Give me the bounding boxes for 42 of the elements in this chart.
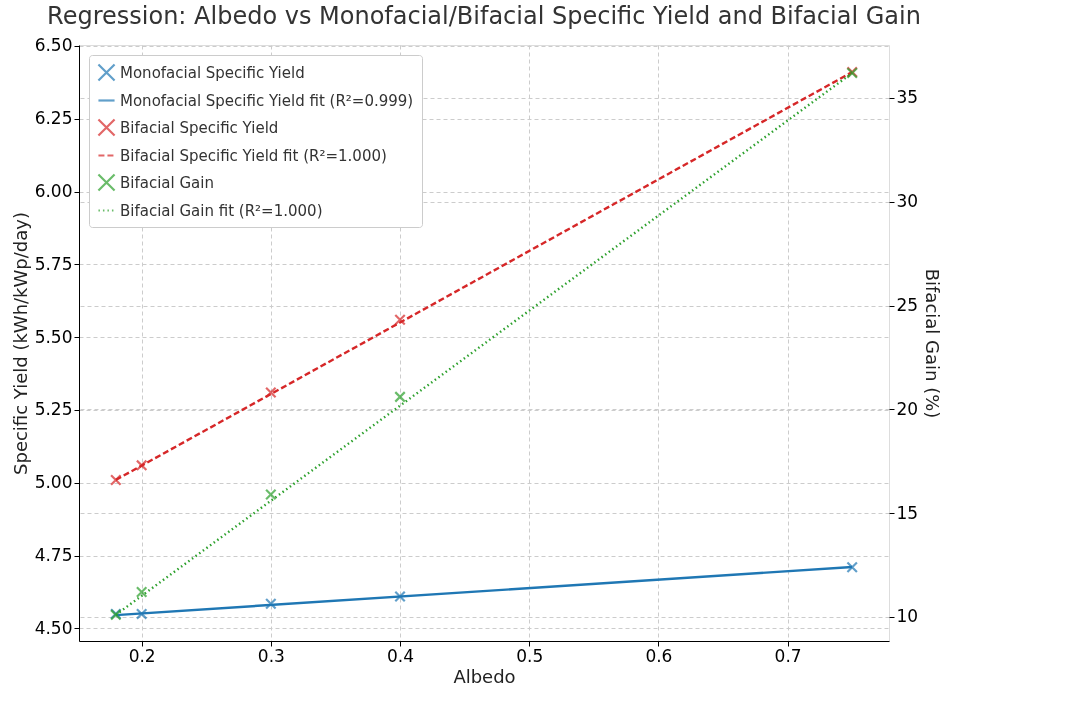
legend-label: Monofacial Specific Yield (120, 63, 305, 82)
point (846, 561, 859, 574)
point (109, 474, 122, 486)
point (265, 386, 277, 399)
legend-label: Bifacial Specific Yield (120, 118, 279, 137)
x-tick-label: 0.5 (516, 645, 544, 666)
legend-label: Monofacial Specific Yield fit (R²=0.999) (120, 91, 414, 110)
y-tick-label: 5.25 (34, 399, 73, 420)
point (394, 313, 406, 326)
x-axis-title: Albedo (453, 665, 516, 687)
y2-tick-label: 30 (896, 191, 919, 212)
y-axis-title: Specific Yield (kWh/kWp/day) (9, 212, 31, 475)
y2-tick-label: 15 (896, 502, 919, 523)
y-tick-label: 4.75 (34, 545, 73, 566)
y-tick-label: 5.75 (34, 253, 73, 274)
x-tick-label: 0.3 (257, 645, 285, 666)
y2-tick-label: 10 (896, 606, 919, 627)
legend-label: Bifacial Gain fit (R²=1.000) (120, 201, 323, 220)
point (394, 391, 406, 403)
point (135, 586, 148, 598)
point (265, 488, 277, 501)
y-tick-label: 5.00 (34, 472, 73, 493)
y-tick-label: 6.50 (34, 35, 73, 56)
y-tick-label: 6.00 (34, 181, 73, 202)
x-tick-label: 0.2 (128, 645, 156, 666)
x-tick-label: 0.6 (645, 645, 673, 666)
y-tick-label: 6.25 (34, 108, 73, 129)
y2-tick-label: 20 (896, 398, 919, 419)
y-tick-label: 4.50 (34, 617, 73, 638)
point (135, 608, 148, 620)
x-tick-label: 0.4 (387, 645, 415, 666)
y-tick-label: 5.50 (34, 326, 73, 347)
x-tick-label: 0.7 (774, 645, 802, 666)
y2-axis-title: Bifacial Gain (%) (922, 268, 944, 419)
y2-tick-label: 25 (896, 295, 919, 316)
legend-label: Bifacial Specific Yield fit (R²=1.000) (120, 146, 387, 165)
point (394, 590, 406, 603)
legend-label: Bifacial Gain (120, 173, 214, 192)
point (265, 597, 277, 610)
y2-tick-label: 35 (896, 87, 919, 108)
point (135, 459, 148, 472)
chart-title: Regression: Albedo vs Monofacial/Bifacial Specific Yield and Bifacial Gain (47, 1, 921, 30)
